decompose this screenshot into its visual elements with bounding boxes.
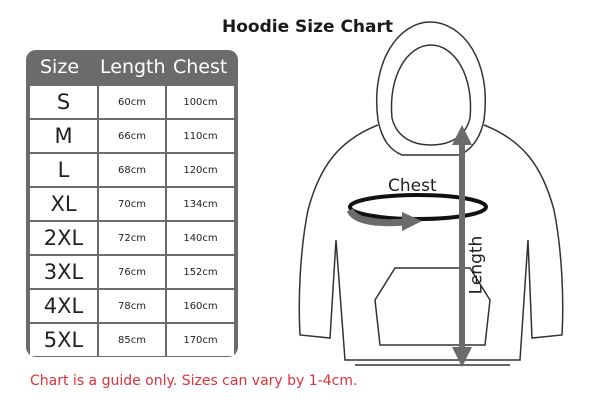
- cell-length: 78cm: [99, 290, 165, 322]
- cell-size: 3XL: [30, 256, 97, 288]
- table-row: 2XL 72cm 140cm: [30, 222, 234, 254]
- header-size: Size: [40, 56, 80, 78]
- chest-ellipse: [348, 193, 488, 221]
- cell-size: S: [30, 86, 97, 118]
- table-row: XL 70cm 134cm: [30, 188, 234, 220]
- header-chest: Chest: [173, 56, 228, 78]
- table-row: L 68cm 120cm: [30, 154, 234, 186]
- cell-size: M: [30, 120, 97, 152]
- cell-length: 70cm: [99, 188, 165, 220]
- cell-size: 5XL: [30, 324, 97, 356]
- hoodie-body: [298, 124, 564, 361]
- hoodie-hood: [376, 21, 486, 156]
- cell-chest: 152cm: [167, 256, 234, 288]
- cell-chest: 110cm: [167, 120, 234, 152]
- hoodie-face: [390, 44, 472, 146]
- cell-length: 66cm: [99, 120, 165, 152]
- table-row: 5XL 85cm 170cm: [30, 324, 234, 356]
- cell-size: 2XL: [30, 222, 97, 254]
- cell-size: L: [30, 154, 97, 186]
- length-label: Length: [466, 235, 487, 295]
- chart-title: Hoodie Size Chart: [222, 17, 394, 37]
- cell-chest: 160cm: [167, 290, 234, 322]
- chest-label: Chest: [388, 176, 437, 196]
- chest-arrow: [346, 208, 406, 227]
- cell-length: 60cm: [99, 86, 165, 118]
- cell-chest: 170cm: [167, 324, 234, 356]
- cell-chest: 134cm: [167, 188, 234, 220]
- hoodie-pocket: [374, 267, 491, 346]
- table-row: S 60cm 100cm: [30, 86, 234, 118]
- cell-size: XL: [30, 188, 97, 220]
- disclaimer-note: Chart is a guide only. Sizes can vary by…: [30, 373, 358, 389]
- cell-length: 85cm: [99, 324, 165, 356]
- cell-chest: 100cm: [167, 86, 234, 118]
- cell-length: 76cm: [99, 256, 165, 288]
- cell-chest: 140cm: [167, 222, 234, 254]
- cell-length: 68cm: [99, 154, 165, 186]
- header-length: Length: [100, 56, 166, 78]
- cell-length: 72cm: [99, 222, 165, 254]
- cell-chest: 120cm: [167, 154, 234, 186]
- table-row: M 66cm 110cm: [30, 120, 234, 152]
- table-row: 4XL 78cm 160cm: [30, 290, 234, 322]
- table-row: 3XL 76cm 152cm: [30, 256, 234, 288]
- cell-size: 4XL: [30, 290, 97, 322]
- size-table: Size Length Chest S 60cm 100cm M 66cm 110cm L 6…: [26, 50, 238, 357]
